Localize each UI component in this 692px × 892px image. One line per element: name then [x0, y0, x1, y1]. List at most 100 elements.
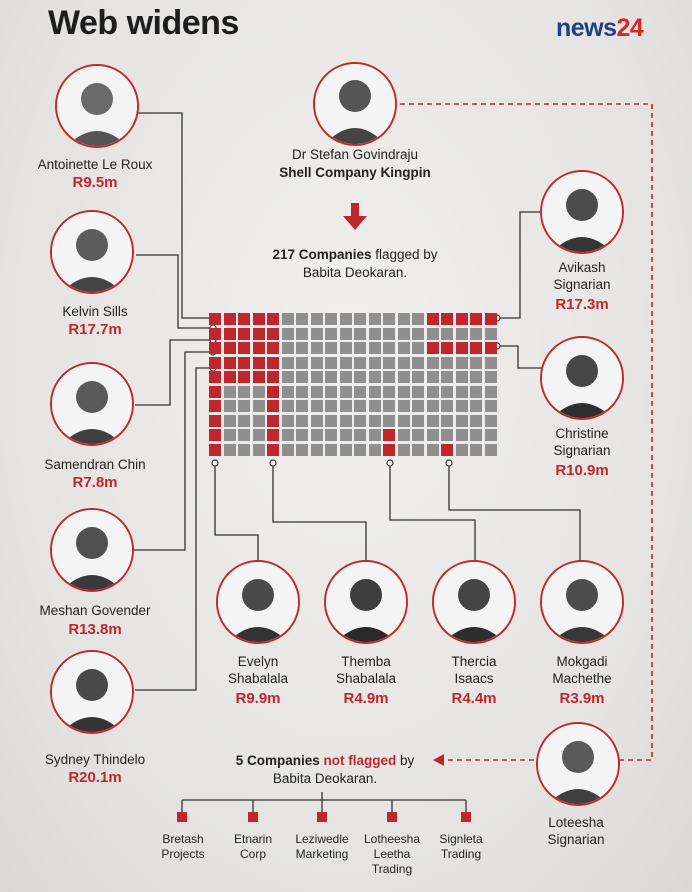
company-cell [252, 400, 265, 412]
company-cell [238, 371, 250, 383]
company-cell [238, 313, 250, 325]
company-cell [223, 414, 236, 427]
company-lotheesha: Lotheesha Leetha Trading [363, 832, 421, 876]
company-cell [339, 400, 352, 412]
company-etnarin: Etnarin Corp [233, 832, 273, 861]
company-cell [426, 313, 439, 325]
portrait-evelyn [216, 560, 300, 644]
company-cell [325, 429, 337, 441]
company-cell [325, 356, 337, 369]
company-cell [470, 327, 482, 340]
company-cell [441, 371, 453, 383]
company-cell [238, 327, 250, 340]
company-cell [383, 443, 395, 456]
company-cell [354, 385, 366, 398]
line-thercia [389, 463, 476, 562]
line-themba [272, 463, 367, 562]
amount-sydney: R20.1m [68, 769, 122, 786]
company-cell [484, 385, 497, 398]
company-cell [223, 342, 236, 354]
company-cell [412, 356, 424, 369]
company-cell [252, 414, 265, 427]
company-cell [310, 356, 323, 369]
company-cell [339, 313, 352, 325]
news24-logo: news24 [556, 14, 644, 42]
company-cell [267, 371, 279, 383]
company-cell [252, 385, 265, 398]
flagged-label: 217 Companies flagged by Babita Deokaran… [272, 247, 438, 280]
amount-evelyn: R9.9m [235, 690, 281, 707]
name-sydney: Sydney Thindelo [44, 752, 146, 767]
company-cell [383, 400, 395, 412]
company-cell [339, 342, 352, 354]
company-cell [339, 356, 352, 369]
company-cell [441, 443, 453, 456]
company-cell [296, 327, 308, 340]
company-cell [368, 342, 381, 354]
company-cell [441, 429, 453, 441]
company-cell [238, 385, 250, 398]
portrait-avikash [540, 170, 624, 254]
company-cell [223, 356, 236, 369]
arrow-down-icon [343, 203, 367, 230]
company-cell [325, 342, 337, 354]
company-marker [387, 812, 397, 822]
company-cell [455, 385, 468, 398]
company-cell [281, 313, 294, 325]
company-cell [339, 429, 352, 441]
company-cell [325, 385, 337, 398]
company-cell [412, 400, 424, 412]
portrait-themba [324, 560, 408, 644]
company-cell [426, 429, 439, 441]
company-cell [397, 414, 410, 427]
company-cell [412, 327, 424, 340]
amount-thercia: R4.4m [451, 690, 497, 707]
company-cell [267, 414, 279, 427]
company-cell [238, 356, 250, 369]
company-cell [426, 342, 439, 354]
company-cell [441, 313, 453, 325]
company-cell [281, 414, 294, 427]
company-cell [441, 400, 453, 412]
kingpin-name: Dr Stefan Govindraju [291, 147, 419, 162]
company-cell [223, 429, 236, 441]
company-cell [325, 371, 337, 383]
company-cell [455, 400, 468, 412]
company-cell [426, 385, 439, 398]
company-cell [354, 356, 366, 369]
company-signleta: Signleta Trading [439, 832, 483, 861]
amount-kelvin: R17.7m [68, 321, 122, 338]
company-cell [296, 313, 308, 325]
company-cell [267, 385, 279, 398]
company-cell [484, 414, 497, 427]
name-mokgadi: Mokgadi Machethe [552, 654, 612, 686]
name-christine: Christine Signarian [553, 426, 611, 458]
company-marker [177, 812, 187, 822]
name-avikash: Avikash Signarian [553, 260, 611, 292]
company-cell [470, 371, 482, 383]
company-cell [412, 414, 424, 427]
company-cell [209, 429, 221, 441]
company-cell [441, 327, 453, 340]
company-cell [252, 429, 265, 441]
company-cell [209, 327, 221, 340]
company-cell [223, 371, 236, 383]
company-cell [238, 342, 250, 354]
company-cell [426, 400, 439, 412]
company-cell [484, 356, 497, 369]
amount-themba: R4.9m [343, 690, 389, 707]
company-cell [426, 356, 439, 369]
company-cell [252, 443, 265, 456]
company-cell [397, 429, 410, 441]
line-evelyn [214, 463, 259, 562]
company-cell [455, 327, 468, 340]
company-cell [267, 327, 279, 340]
company-cell [281, 342, 294, 354]
company-cell [310, 429, 323, 441]
portrait-samendran [50, 362, 134, 446]
company-cell [484, 429, 497, 441]
company-cell [296, 342, 308, 354]
portrait-christine [540, 336, 624, 420]
company-cell [484, 371, 497, 383]
company-cell [223, 443, 236, 456]
